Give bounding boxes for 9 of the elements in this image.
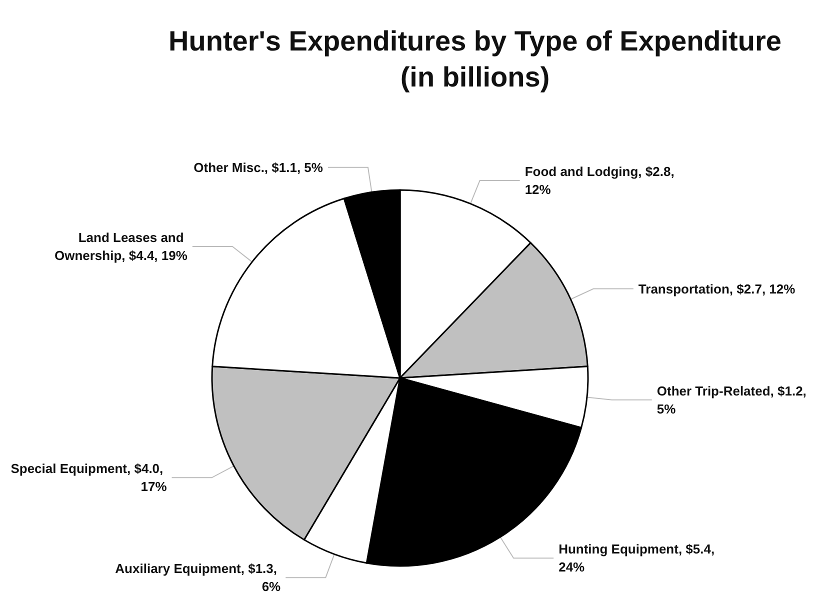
slice-label: Hunting Equipment, $5.4, 24% (558, 542, 718, 575)
slice-label: Other Trip-Related, $1.2, 5% (656, 383, 810, 416)
slice-label: Land Leases and Ownership, $4.4, 19% (54, 230, 188, 264)
slice-label: Auxiliary Equipment, $1.3, 6% (115, 561, 282, 594)
slice-label: Other Misc., $1.1, 5% (194, 160, 324, 175)
slice-label: Transportation, $2.7, 12% (638, 281, 796, 296)
slice-label: Food and Lodging, $2.8, 12% (524, 164, 678, 198)
chart-title: Hunter's Expenditures by Type of Expenditure (in billions) (168, 26, 782, 92)
slice-label: Special Equipment, $4.0, 17% (10, 461, 168, 494)
